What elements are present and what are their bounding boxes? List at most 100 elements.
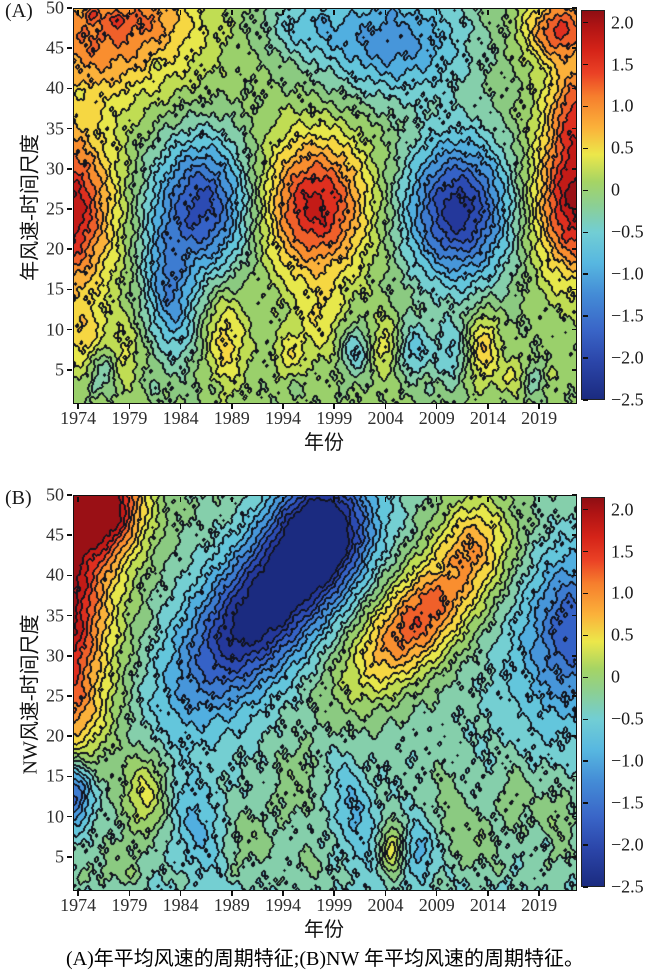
y-tick-label: 25 bbox=[46, 685, 64, 706]
colorbar-tick-label: 0 bbox=[611, 179, 620, 200]
x-tick-mark bbox=[487, 890, 489, 896]
x-tick-mark-top bbox=[435, 9, 438, 15]
x-tick-mark bbox=[77, 890, 79, 896]
colorbar-tick-mark bbox=[582, 189, 588, 192]
x-tick-label: 2019 bbox=[521, 895, 558, 915]
y-tick-label: 50 bbox=[46, 0, 64, 18]
y-tick-label: 45 bbox=[46, 524, 64, 545]
y-tick-mark-right bbox=[571, 7, 577, 9]
y-tick-mark-right bbox=[571, 47, 577, 49]
y-tick-label: 10 bbox=[46, 806, 64, 827]
x-tick-mark-top bbox=[435, 496, 438, 502]
colorbar-tick-mark bbox=[582, 550, 588, 553]
y-tick-mark-right bbox=[571, 775, 577, 778]
x-tick-mark-top bbox=[77, 496, 79, 502]
panel-a-contour-canvas bbox=[74, 9, 576, 403]
y-tick-label: 20 bbox=[46, 725, 64, 746]
y-tick-mark bbox=[66, 47, 72, 49]
x-tick-mark bbox=[384, 890, 387, 896]
colorbar-tick-label: 1.0 bbox=[611, 95, 634, 116]
colorbar-tick-label: −0.5 bbox=[611, 221, 644, 242]
panel-b-plot-area bbox=[73, 495, 577, 891]
colorbar-tick-mark bbox=[582, 508, 588, 511]
y-tick-label: 40 bbox=[46, 77, 64, 98]
colorbar-tick-label: 1.5 bbox=[611, 541, 634, 562]
y-tick-mark bbox=[66, 288, 72, 291]
y-tick-mark-right bbox=[571, 369, 577, 371]
y-tick-mark bbox=[66, 655, 72, 657]
y-tick-label: 30 bbox=[46, 645, 64, 666]
colorbar-tick-mark bbox=[582, 802, 588, 804]
colorbar-tick-mark bbox=[582, 105, 588, 108]
colorbar-tick-label: −1.0 bbox=[611, 750, 644, 771]
y-tick-label: 35 bbox=[46, 605, 64, 626]
y-tick-mark-right bbox=[571, 534, 577, 536]
x-tick-mark bbox=[231, 403, 233, 409]
colorbar-tick-label: −1.5 bbox=[611, 792, 644, 813]
x-tick-mark-top bbox=[487, 496, 489, 502]
x-tick-mark bbox=[384, 403, 387, 409]
y-tick-mark bbox=[66, 127, 72, 130]
colorbar-tick-label: −2.5 bbox=[611, 876, 644, 897]
colorbar-tick-mark bbox=[582, 357, 588, 359]
x-tick-label: 2004 bbox=[367, 895, 404, 915]
x-tick-mark bbox=[435, 403, 438, 409]
x-tick-label: 2009 bbox=[418, 895, 455, 915]
y-tick-mark-right bbox=[571, 574, 577, 577]
y-tick-mark-right bbox=[571, 735, 577, 737]
y-tick-mark bbox=[66, 248, 72, 250]
y-tick-mark bbox=[66, 168, 72, 170]
colorbar-tick-label: −2.5 bbox=[611, 389, 644, 410]
x-tick-mark bbox=[179, 403, 182, 409]
y-tick-mark bbox=[66, 695, 72, 697]
y-tick-label: 30 bbox=[46, 158, 64, 179]
panel-a-label: (A) bbox=[5, 0, 33, 22]
colorbar-tick-label: −2.0 bbox=[611, 834, 644, 855]
x-tick-mark bbox=[282, 890, 284, 896]
x-tick-mark-top bbox=[384, 9, 387, 15]
x-tick-mark-top bbox=[333, 9, 335, 15]
x-tick-label: 1989 bbox=[213, 895, 250, 915]
colorbar-tick-label: 1.5 bbox=[611, 54, 634, 75]
y-tick-mark-right bbox=[571, 494, 577, 496]
y-tick-mark bbox=[66, 815, 72, 818]
y-tick-mark-right bbox=[571, 168, 577, 170]
y-tick-mark-right bbox=[571, 208, 577, 210]
colorbar-tick-label: 0.5 bbox=[611, 624, 634, 645]
colorbar-tick-label: 2.0 bbox=[611, 12, 634, 33]
x-tick-mark bbox=[333, 403, 335, 409]
y-tick-label: 5 bbox=[55, 846, 64, 867]
figure-caption: (A)年平均风速的周期特征;(B)NW 年平均风速的周期特征。 bbox=[66, 948, 584, 970]
colorbar-tick-mark bbox=[582, 147, 588, 150]
x-tick-label: 1994 bbox=[265, 408, 302, 428]
y-tick-mark-right bbox=[571, 87, 577, 90]
x-tick-mark-top bbox=[128, 496, 131, 502]
x-tick-label: 1994 bbox=[265, 895, 302, 915]
x-tick-label: 1979 bbox=[111, 895, 148, 915]
colorbar-tick-mark bbox=[582, 676, 588, 679]
y-tick-label: 25 bbox=[46, 198, 64, 219]
x-tick-mark-top bbox=[231, 496, 233, 502]
y-tick-mark-right bbox=[571, 815, 577, 818]
x-tick-mark-top bbox=[77, 9, 79, 15]
colorbar-tick-mark bbox=[582, 760, 588, 762]
y-tick-mark-right bbox=[571, 248, 577, 250]
y-tick-mark bbox=[66, 775, 72, 778]
x-tick-label: 1999 bbox=[316, 895, 353, 915]
x-tick-mark bbox=[179, 890, 182, 896]
y-tick-label: 15 bbox=[46, 765, 64, 786]
x-tick-mark-top bbox=[179, 496, 182, 502]
x-tick-mark-top bbox=[282, 496, 284, 502]
x-tick-label: 1979 bbox=[111, 408, 148, 428]
x-tick-label: 1999 bbox=[316, 408, 353, 428]
colorbar-tick-mark bbox=[582, 21, 588, 24]
x-tick-mark bbox=[538, 890, 540, 896]
y-tick-mark-right bbox=[571, 328, 577, 331]
x-tick-mark bbox=[128, 403, 131, 409]
panel-b-contour-canvas bbox=[74, 496, 576, 890]
x-tick-label: 1974 bbox=[60, 408, 97, 428]
y-tick-label: 5 bbox=[55, 359, 64, 380]
y-tick-label: 35 bbox=[46, 118, 64, 139]
colorbar-tick-mark bbox=[582, 273, 588, 275]
panel-a-plot-area bbox=[73, 8, 577, 404]
